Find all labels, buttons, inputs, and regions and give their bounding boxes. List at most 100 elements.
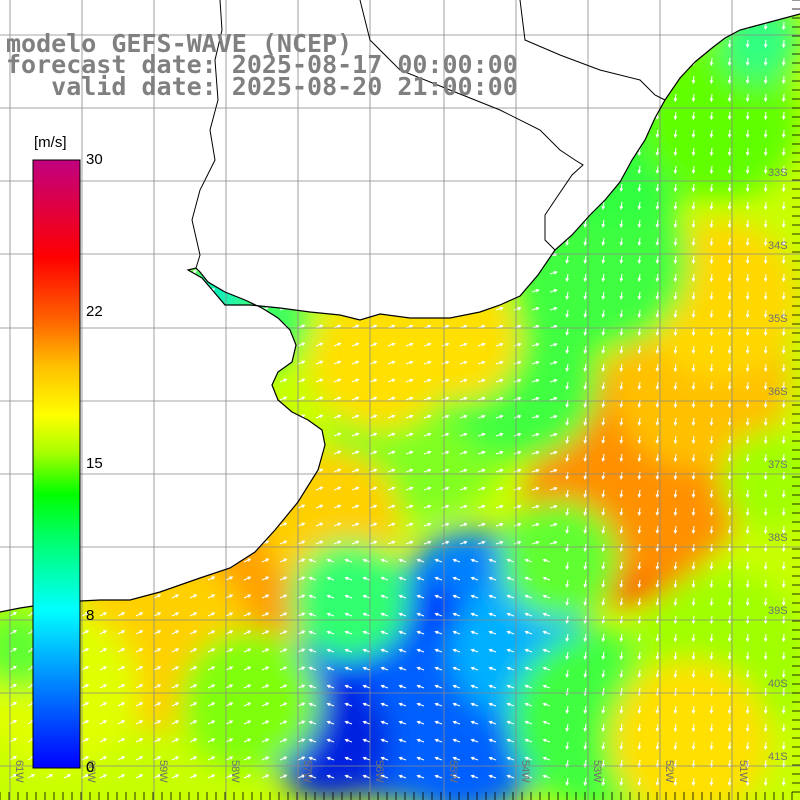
wind-arrow [495,126,504,131]
wind-arrow [243,504,252,509]
wind-arrow [297,576,306,581]
wind-arrow [601,489,606,498]
wind-arrow [362,738,371,743]
wind-arrow [745,597,750,607]
wind-arrow [470,612,479,617]
wind-arrow [261,576,270,581]
wind-arrow [583,597,588,606]
wind-arrow [691,129,696,139]
wind-arrow [459,288,468,293]
wind-arrow [405,198,414,203]
wind-arrow [513,126,522,131]
wind-arrow [398,684,407,689]
wind-arrow [387,432,396,437]
wind-arrow [781,669,786,679]
wind-arrow [781,345,786,355]
wind-arrow [351,324,360,329]
wind-arrow [673,345,678,355]
wind-arrow [243,756,252,761]
wind-arrow [583,525,588,534]
wind-arrow [380,738,389,743]
wind-arrow [153,612,162,617]
wind-arrow [153,522,162,527]
wind-arrow [781,777,786,787]
wind-arrow [691,39,696,49]
wind-arrow [225,756,234,761]
wind-arrow [117,450,126,455]
wind-arrow [673,777,678,787]
wind-arrow [495,540,504,545]
wind-arrow [549,468,558,473]
wind-arrow [745,147,750,157]
wind-arrow [207,756,216,761]
wind-arrow [452,630,461,635]
wind-arrow [423,126,432,131]
wind-arrow [619,327,624,336]
wind-arrow [99,594,108,599]
wind-arrow [565,507,570,516]
wind-arrow [655,597,660,606]
wind-arrow [9,125,18,131]
wind-arrow [583,651,588,660]
wind-arrow [243,738,252,743]
wind-arrow [691,561,696,571]
wind-arrow [369,252,378,257]
wind-arrow [45,108,53,113]
wind-arrow [405,144,414,149]
wind-arrow [279,18,288,23]
wind-arrow [781,21,786,31]
wind-arrow [279,504,288,509]
wind-arrow [45,18,53,23]
wind-arrow [369,126,378,131]
wind-arrow [117,468,126,473]
wind-arrow [279,198,288,203]
wind-arrow [344,594,353,599]
wind-arrow [506,756,515,761]
wind-arrow [488,702,497,707]
wind-arrow [423,234,432,239]
wind-arrow [781,93,786,103]
wind-arrow [459,306,468,311]
wind-arrow [153,216,162,221]
wind-arrow [297,558,306,563]
wind-arrow [207,648,216,653]
wind-arrow [405,162,414,167]
wind-arrow [117,144,126,149]
wind-arrow [691,435,696,445]
wind-arrow [452,576,461,581]
wind-arrow [549,108,558,113]
wind-arrow [583,309,588,318]
wind-arrow [351,450,360,455]
wind-arrow [637,381,642,390]
wind-arrow [261,288,270,293]
wind-arrow [351,288,360,293]
wind-arrow [531,468,540,473]
wind-arrow [513,522,522,527]
wind-arrow [207,432,216,437]
wind-arrow [513,396,522,401]
wind-arrow [781,75,786,85]
wind-arrow [655,417,660,426]
wind-arrow [637,363,642,372]
wind-arrow [565,525,570,534]
wind-arrow [380,612,389,617]
wind-arrow [745,219,750,229]
wind-arrow [279,720,288,725]
wind-arrow [524,720,533,725]
wind-arrow [153,648,162,653]
wind-arrow [549,522,558,527]
wind-arrow [601,363,606,372]
wind-arrow [423,288,432,293]
wind-arrow [601,129,606,138]
wind-arrow [308,702,317,707]
wind-arrow [9,737,18,743]
wind-arrow [416,576,425,581]
wind-arrow [225,378,234,383]
wind-arrow [727,363,732,373]
wind-arrow [655,183,660,192]
wind-arrow [709,579,714,589]
wind-arrow [513,288,522,293]
wind-arrow [691,417,696,427]
wind-arrow [351,144,360,149]
wind-arrow [727,615,732,625]
